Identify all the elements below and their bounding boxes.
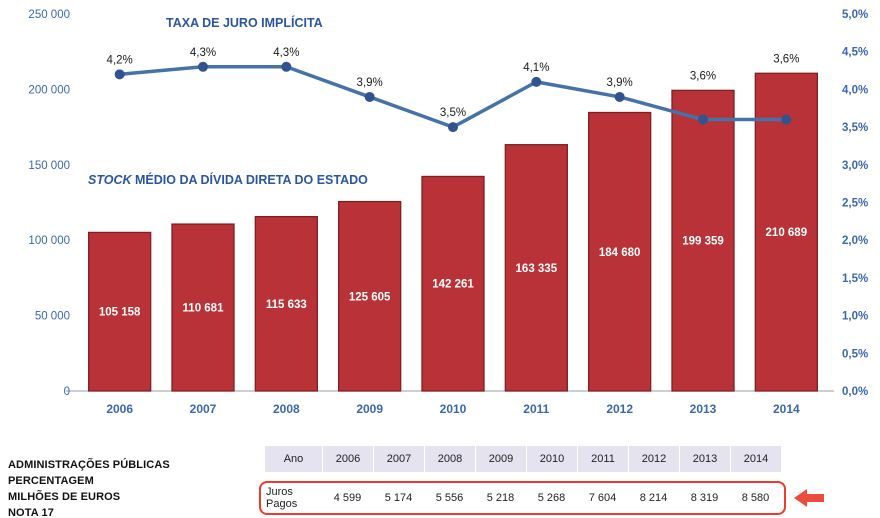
table-header-year-2012: 2012 (629, 446, 680, 472)
table-header-year-2011: 2011 (578, 446, 629, 472)
note-line: ADMINISTRAÇÕES PÚBLICAS (8, 459, 170, 471)
rate-value-label-2010: 3,5% (440, 107, 466, 119)
juros-pagos-row: Juros Pagos 4 599 5 174 5 556 5 218 5 268 7 60… (264, 484, 781, 512)
rate-value-label-2008: 4,3% (273, 47, 299, 59)
note-line: NOTA 17 (8, 507, 54, 518)
table-header-label: Ano (265, 446, 323, 472)
left-axis-tick: 150 000 (28, 160, 70, 172)
table-header-year-2013: 2013 (680, 446, 731, 472)
table-header-year-2009: 2009 (476, 446, 527, 472)
red-arrow-body (806, 494, 824, 502)
bar-2008 (254, 215, 318, 392)
right-axis-tick: 1,0% (842, 311, 868, 323)
rate-point-2007 (198, 61, 208, 72)
bar-value-label-2014: 210 689 (766, 227, 808, 239)
right-axis-tick: 4,0% (842, 84, 868, 96)
bar-2010 (421, 175, 485, 392)
right-axis-tick: 4,5% (842, 47, 868, 59)
rate-point-2011 (531, 76, 542, 87)
bar-2012 (588, 111, 652, 392)
rate-value-label-2007: 4,3% (190, 47, 216, 59)
footer-notes: ADMINISTRAÇÕES PÚBLICAS PERCENTAGEM MILH… (8, 457, 170, 518)
right-axis-tick: 0,5% (842, 348, 868, 360)
x-axis-label-2014: 2014 (773, 402, 800, 416)
bar-value-label-2008: 115 633 (266, 299, 307, 311)
left-axis-tick: 100 000 (28, 235, 70, 247)
right-axis-tick: 2,5% (842, 198, 868, 210)
rate-value-label-2006: 4,2% (107, 54, 133, 66)
bar-value-label-2007: 110 681 (183, 303, 225, 315)
combo-chart: 0 50 000 100 000 150 000 200 000 250 000 0,0% 0… (28, 9, 868, 416)
juros-pagos-value-2008: 5 556 (424, 484, 475, 512)
rate-value-label-2013: 3,6% (690, 70, 716, 82)
bar-2009 (338, 200, 402, 392)
bar-2006 (88, 231, 152, 392)
table-header-year-2010: 2010 (527, 446, 578, 472)
x-axis-label-2008: 2008 (273, 402, 300, 416)
juros-pagos-value-2014: 8 580 (730, 484, 781, 512)
x-axis-label-2009: 2009 (356, 402, 383, 416)
bar-2013 (671, 89, 735, 392)
table-header-year-2014: 2014 (731, 446, 782, 472)
x-axis-label-2013: 2013 (690, 402, 717, 416)
x-axis-label-2011: 2011 (523, 402, 549, 416)
note-line: PERCENTAGEM (8, 475, 94, 487)
rate-point-2012 (614, 91, 625, 102)
rate-point-2014 (781, 114, 792, 125)
rate-value-label-2009: 3,9% (357, 77, 383, 89)
rate-point-2009 (364, 91, 375, 102)
right-axis-tick: 2,0% (842, 235, 868, 247)
juros-pagos-value-2007: 5 174 (373, 484, 424, 512)
left-axis-tick: 50 000 (35, 311, 70, 323)
right-axis-tick: 0,0% (842, 386, 868, 398)
right-axis-tick: 1,5% (842, 273, 868, 285)
juros-pagos-value-2013: 8 319 (679, 484, 730, 512)
red-arrow-head (794, 489, 807, 507)
bar-2007 (171, 223, 235, 392)
rate-value-label-2012: 3,9% (607, 77, 633, 89)
right-axis-tick: 3,0% (842, 160, 868, 172)
line-series-title: TAXA DE JURO IMPLÍCITA (166, 15, 323, 30)
juros-pagos-value-2012: 8 214 (628, 484, 679, 512)
right-axis-tick: 5,0% (842, 9, 868, 21)
left-axis-tick: 200 000 (28, 84, 70, 96)
juros-pagos-value-2010: 5 268 (526, 484, 577, 512)
right-axis-tick: 3,5% (842, 122, 868, 134)
x-axis-label-2006: 2006 (106, 402, 133, 416)
bar-value-label-2012: 184 680 (599, 247, 641, 259)
table-row-label: Juros Pagos (264, 484, 322, 512)
rate-point-2013 (698, 114, 708, 125)
bar-value-label-2009: 125 605 (349, 291, 391, 303)
juros-pagos-highlight-box: Juros Pagos 4 599 5 174 5 556 5 218 5 268 7 60… (259, 481, 786, 515)
x-axis-label-2010: 2010 (440, 402, 467, 416)
table-header-year-2008: 2008 (425, 446, 476, 472)
x-axis-label-2007: 2007 (190, 402, 217, 416)
bar-value-label-2011: 163 335 (516, 263, 558, 275)
bar-value-label-2013: 199 359 (682, 236, 724, 248)
rate-value-label-2011: 4,1% (523, 62, 549, 74)
rate-point-2010 (448, 122, 458, 133)
rate-point-2006 (114, 69, 125, 80)
left-axis-tick: 0 (64, 386, 70, 398)
juros-pagos-value-2009: 5 218 (475, 484, 526, 512)
bar-2014 (754, 72, 818, 392)
bar-value-label-2010: 142 261 (432, 279, 474, 291)
juros-pagos-value-2006: 4 599 (322, 484, 373, 512)
red-arrow-icon (794, 489, 826, 507)
years-table-header-row: Ano 2006 2007 2008 2009 2010 2011 2012 2013 2014 (265, 446, 782, 472)
rate-point-2008 (281, 61, 292, 72)
left-axis-tick: 250 000 (28, 9, 70, 21)
bar-series-title: STOCK MÉDIO DA DÍVIDA DIRETA DO ESTADO (88, 172, 368, 187)
juros-pagos-value-2011: 7 604 (577, 484, 628, 512)
table-header-year-2007: 2007 (374, 446, 425, 472)
bar-value-label-2006: 105 158 (99, 307, 141, 319)
rate-value-label-2014: 3,6% (773, 53, 799, 65)
x-axis-label-2012: 2012 (606, 402, 633, 416)
note-line: MILHÕES DE EUROS (8, 491, 121, 503)
bar-2011 (504, 144, 568, 392)
table-header-year-2006: 2006 (323, 446, 374, 472)
